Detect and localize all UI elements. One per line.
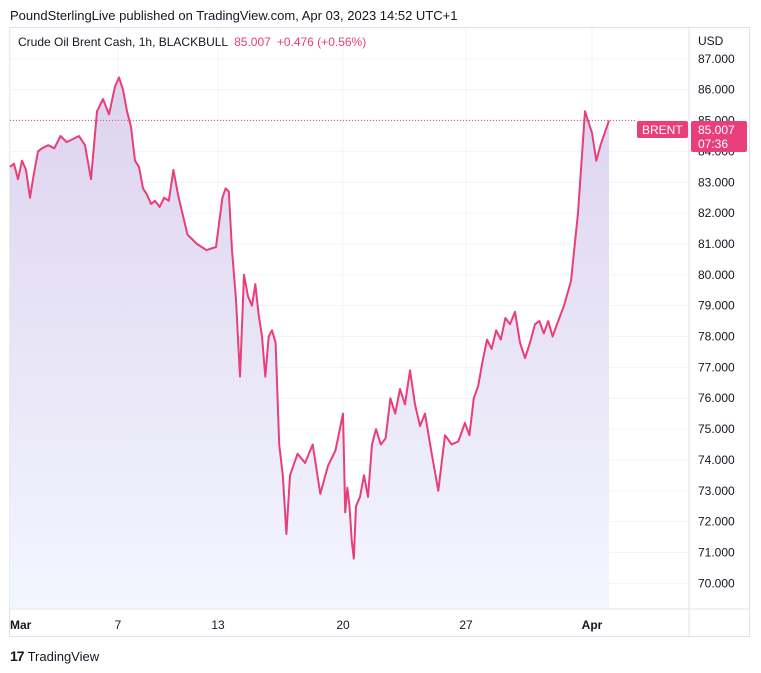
price-area-fill: [10, 77, 609, 608]
currency-label[interactable]: USD: [698, 34, 724, 48]
symbol-tag: BRENT: [637, 121, 688, 138]
tradingview-logo-icon: 17: [10, 648, 25, 664]
y-tick-label: 80.000: [698, 268, 735, 282]
y-tick-label: 77.000: [698, 360, 735, 374]
y-tick-label: 79.000: [698, 299, 735, 313]
brand-name: TradingView: [27, 648, 100, 664]
y-tick-label: 82.000: [698, 206, 735, 220]
y-tick-label: 76.000: [698, 391, 735, 405]
y-tick-label: 72.000: [698, 515, 735, 529]
x-tick-label: Mar: [10, 618, 32, 632]
price-axis[interactable]: 70.000 71.000 72.000 73.000 74.000 75.000 76.0…: [698, 52, 735, 590]
price-tag-value: 85.007: [698, 123, 735, 137]
x-tick-label: 20: [336, 618, 350, 632]
publisher-caption: PoundSterlingLive published on TradingVi…: [10, 8, 458, 23]
legend-last-price: 85.007: [234, 35, 271, 49]
symbol-tag-label: BRENT: [642, 123, 683, 137]
legend-change: +0.476 (+0.56%): [276, 35, 367, 49]
x-tick-label: 7: [115, 618, 122, 632]
footer-brand[interactable]: 17 TradingView: [10, 648, 99, 664]
chart-legend: Crude Oil Brent Cash, 1h, BLACKBULL 85.00…: [18, 35, 366, 49]
x-tick-label: 27: [459, 618, 473, 632]
y-tick-label: 78.000: [698, 330, 735, 344]
y-tick-label: 81.000: [698, 237, 735, 251]
y-tick-label: 70.000: [698, 576, 735, 590]
price-line: [9, 76, 610, 560]
time-axis[interactable]: Mar 7 13 20 27 Apr: [10, 618, 603, 632]
y-tick-label: 73.000: [698, 484, 735, 498]
y-tick-label: 87.000: [698, 52, 735, 66]
legend-symbol[interactable]: Crude Oil Brent Cash, 1h, BLACKBULL: [18, 35, 229, 49]
y-tick-label: 74.000: [698, 453, 735, 467]
x-tick-label: Apr: [582, 618, 603, 632]
y-tick-label: 75.000: [698, 422, 735, 436]
y-tick-label: 86.000: [698, 83, 735, 97]
y-tick-label: 71.000: [698, 545, 735, 559]
y-tick-label: 83.000: [698, 175, 735, 189]
price-tag: 85.007 07:36: [691, 121, 747, 152]
price-tag-countdown: 07:36: [698, 137, 728, 151]
x-tick-label: 13: [211, 618, 225, 632]
